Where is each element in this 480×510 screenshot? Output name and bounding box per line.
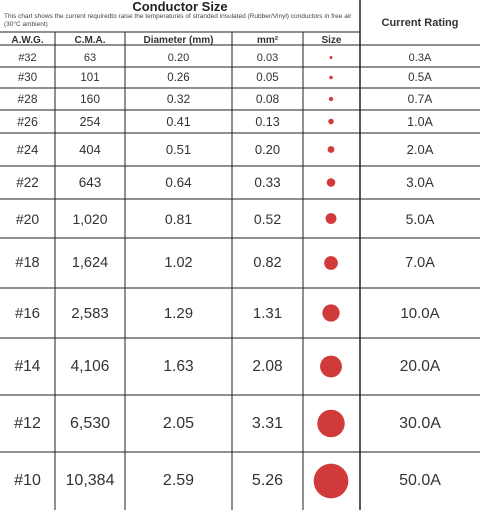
cell: 0.81: [164, 210, 193, 227]
cell: 0.20: [167, 51, 190, 64]
cell: #22: [16, 175, 39, 190]
cell: 2,583: [71, 304, 109, 322]
size-dot: [325, 213, 337, 224]
size-dot: [329, 75, 333, 80]
cell: 4,106: [70, 357, 110, 375]
column-header: Diameter (mm): [143, 34, 214, 46]
cell: 0.32: [166, 92, 191, 106]
size-dot: [324, 256, 338, 270]
rating-cell: 0.5A: [408, 71, 432, 84]
size-dot: [328, 96, 334, 102]
rating-cell: 3.0A: [406, 175, 434, 190]
column-header: A.W.G.: [11, 34, 44, 46]
size-dot: [327, 146, 335, 153]
cell: 1.29: [163, 304, 194, 322]
size-dot: [320, 355, 342, 378]
cell: 0.41: [166, 114, 191, 129]
cell: 160: [79, 92, 101, 106]
column-header: Size: [321, 34, 342, 46]
cell: #32: [18, 51, 37, 64]
size-dot: [329, 56, 333, 59]
column-header: C.M.A.: [74, 34, 106, 46]
cell: 0.82: [253, 255, 282, 271]
cell: #26: [17, 114, 38, 129]
cell: 1.02: [164, 255, 193, 271]
cell: 0.03: [256, 51, 279, 64]
cell: 0.08: [255, 92, 280, 106]
cell: 1,020: [72, 210, 108, 227]
cell: 101: [80, 71, 100, 84]
size-dot: [326, 178, 336, 187]
rating-cell: 7.0A: [405, 255, 435, 271]
cell: #28: [17, 92, 38, 106]
rating-cell: 50.0A: [399, 472, 441, 489]
table-title: Conductor Size: [132, 0, 228, 14]
cell: 63: [83, 51, 97, 64]
table-note: This chart shows the current requiredto …: [4, 13, 352, 28]
cell: 1,624: [71, 255, 109, 271]
cell: #10: [14, 472, 41, 489]
rating-cell: 1.0A: [407, 114, 433, 129]
size-dot: [317, 409, 345, 438]
size-dot: [313, 463, 349, 499]
cell: 6,530: [69, 414, 111, 432]
cell: 5.26: [251, 472, 284, 489]
size-dot: [322, 304, 340, 322]
cell: 0.13: [255, 114, 280, 129]
cell: 10,384: [65, 472, 115, 489]
cell: #24: [16, 142, 39, 157]
cell: 0.05: [256, 71, 279, 84]
cell: 0.52: [253, 210, 282, 227]
cell: 1.63: [163, 357, 194, 375]
cell: #14: [14, 357, 41, 375]
cell: 0.33: [254, 175, 281, 190]
cell: #30: [17, 71, 38, 84]
cell: 643: [78, 175, 102, 190]
cell: #16: [14, 304, 41, 322]
cell: #20: [15, 210, 40, 227]
rating-cell: 2.0A: [406, 142, 434, 157]
cell: 404: [79, 142, 101, 157]
cell: 254: [79, 114, 101, 129]
rating-cell: 0.3A: [408, 51, 432, 64]
rating-cell: 20.0A: [399, 357, 441, 375]
cell: 0.64: [165, 175, 192, 190]
rating-cell: 5.0A: [405, 210, 435, 227]
cell: 2.08: [252, 357, 283, 375]
rating-header: Current Rating: [381, 16, 459, 29]
column-header: mm²: [256, 34, 279, 46]
cell: 0.26: [167, 71, 190, 84]
cell: #12: [14, 414, 41, 432]
cell: 0.51: [165, 142, 192, 157]
cell: 2.59: [162, 472, 195, 489]
cell: 2.05: [162, 414, 195, 432]
cell: 3.31: [251, 414, 284, 432]
rating-cell: 30.0A: [399, 414, 441, 432]
rating-cell: 0.7A: [407, 92, 433, 106]
cell: 0.20: [254, 142, 281, 157]
size-dot: [328, 118, 334, 125]
cell: #18: [15, 255, 40, 271]
cell: 1.31: [252, 304, 283, 322]
rating-cell: 10.0A: [400, 304, 440, 322]
